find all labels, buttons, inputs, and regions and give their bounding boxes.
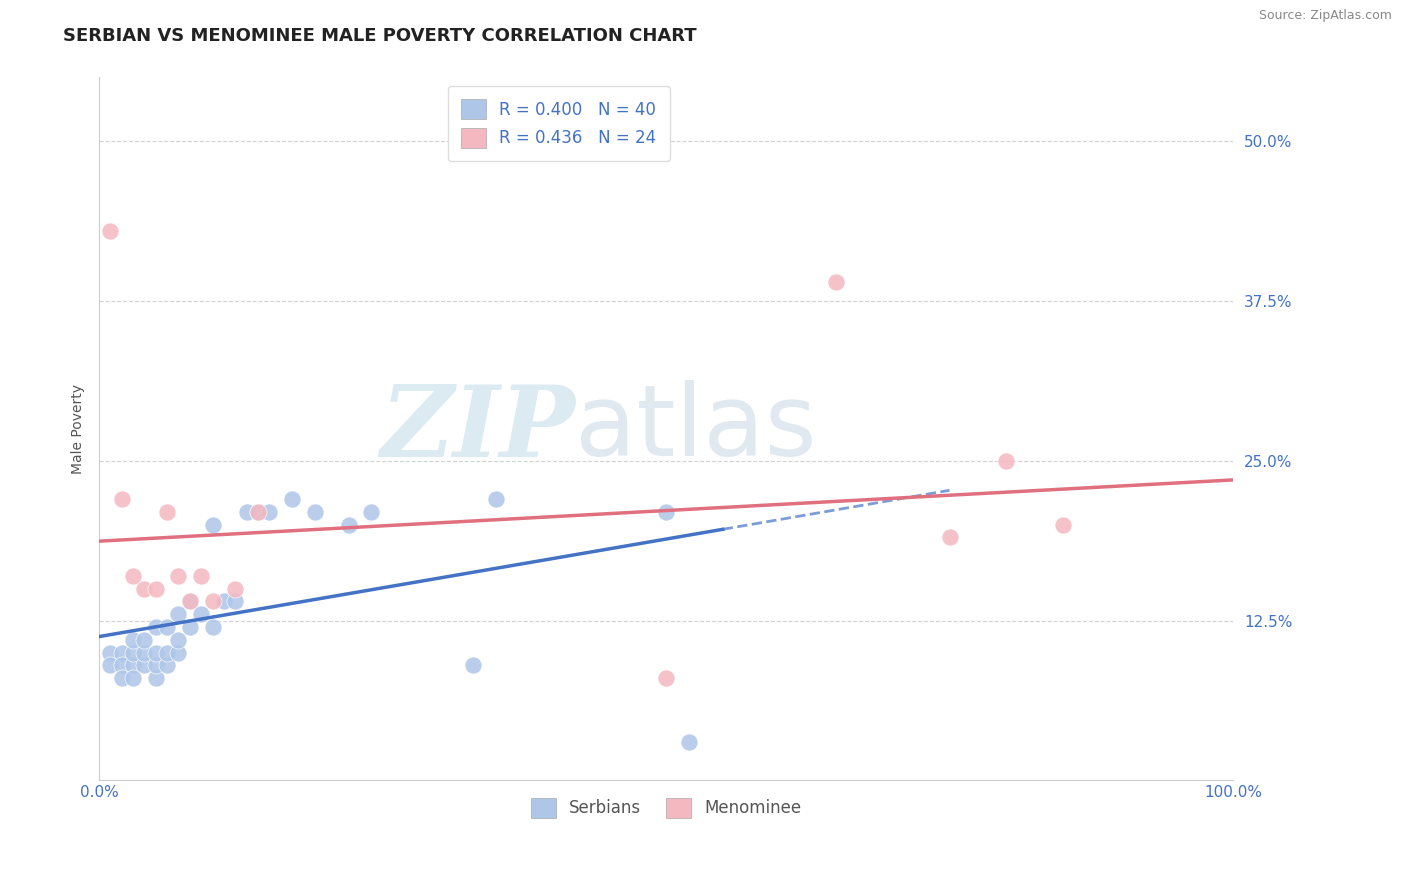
Point — [145, 620, 167, 634]
Point — [167, 607, 190, 622]
Point — [337, 517, 360, 532]
Point — [100, 646, 122, 660]
Point — [201, 517, 224, 532]
Point — [167, 646, 190, 660]
Point — [145, 658, 167, 673]
Point — [281, 492, 304, 507]
Text: ZIP: ZIP — [381, 381, 575, 477]
Point — [179, 594, 201, 608]
Point — [134, 632, 156, 647]
Point — [463, 658, 485, 673]
Point — [224, 582, 246, 596]
Point — [938, 531, 960, 545]
Point — [304, 505, 326, 519]
Point — [122, 671, 145, 685]
Point — [167, 632, 190, 647]
Point — [111, 658, 134, 673]
Text: atlas: atlas — [575, 380, 817, 477]
Point — [100, 658, 122, 673]
Point — [678, 735, 700, 749]
Point — [111, 646, 134, 660]
Point — [212, 594, 235, 608]
Point — [201, 620, 224, 634]
Text: Source: ZipAtlas.com: Source: ZipAtlas.com — [1258, 9, 1392, 22]
Point — [201, 594, 224, 608]
Point — [825, 275, 848, 289]
Point — [134, 646, 156, 660]
Point — [655, 505, 678, 519]
Point — [485, 492, 508, 507]
Point — [111, 671, 134, 685]
Point — [100, 224, 122, 238]
Point — [122, 658, 145, 673]
Point — [1052, 517, 1074, 532]
Point — [111, 492, 134, 507]
Point — [995, 454, 1018, 468]
Point — [134, 658, 156, 673]
Point — [190, 607, 212, 622]
Text: SERBIAN VS MENOMINEE MALE POVERTY CORRELATION CHART: SERBIAN VS MENOMINEE MALE POVERTY CORREL… — [63, 27, 697, 45]
Point — [122, 569, 145, 583]
Y-axis label: Male Poverty: Male Poverty — [72, 384, 86, 474]
Point — [145, 646, 167, 660]
Point — [224, 594, 246, 608]
Point — [156, 658, 179, 673]
Legend: Serbians, Menominee: Serbians, Menominee — [524, 791, 808, 825]
Point — [246, 505, 269, 519]
Point — [360, 505, 382, 519]
Point — [122, 646, 145, 660]
Point — [167, 569, 190, 583]
Point — [156, 646, 179, 660]
Point — [257, 505, 280, 519]
Point — [179, 594, 201, 608]
Point — [145, 582, 167, 596]
Point — [235, 505, 257, 519]
Point — [190, 569, 212, 583]
Point — [134, 582, 156, 596]
Point — [122, 632, 145, 647]
Point — [156, 620, 179, 634]
Point — [156, 505, 179, 519]
Point — [145, 671, 167, 685]
Point — [246, 505, 269, 519]
Point — [655, 671, 678, 685]
Point — [179, 620, 201, 634]
